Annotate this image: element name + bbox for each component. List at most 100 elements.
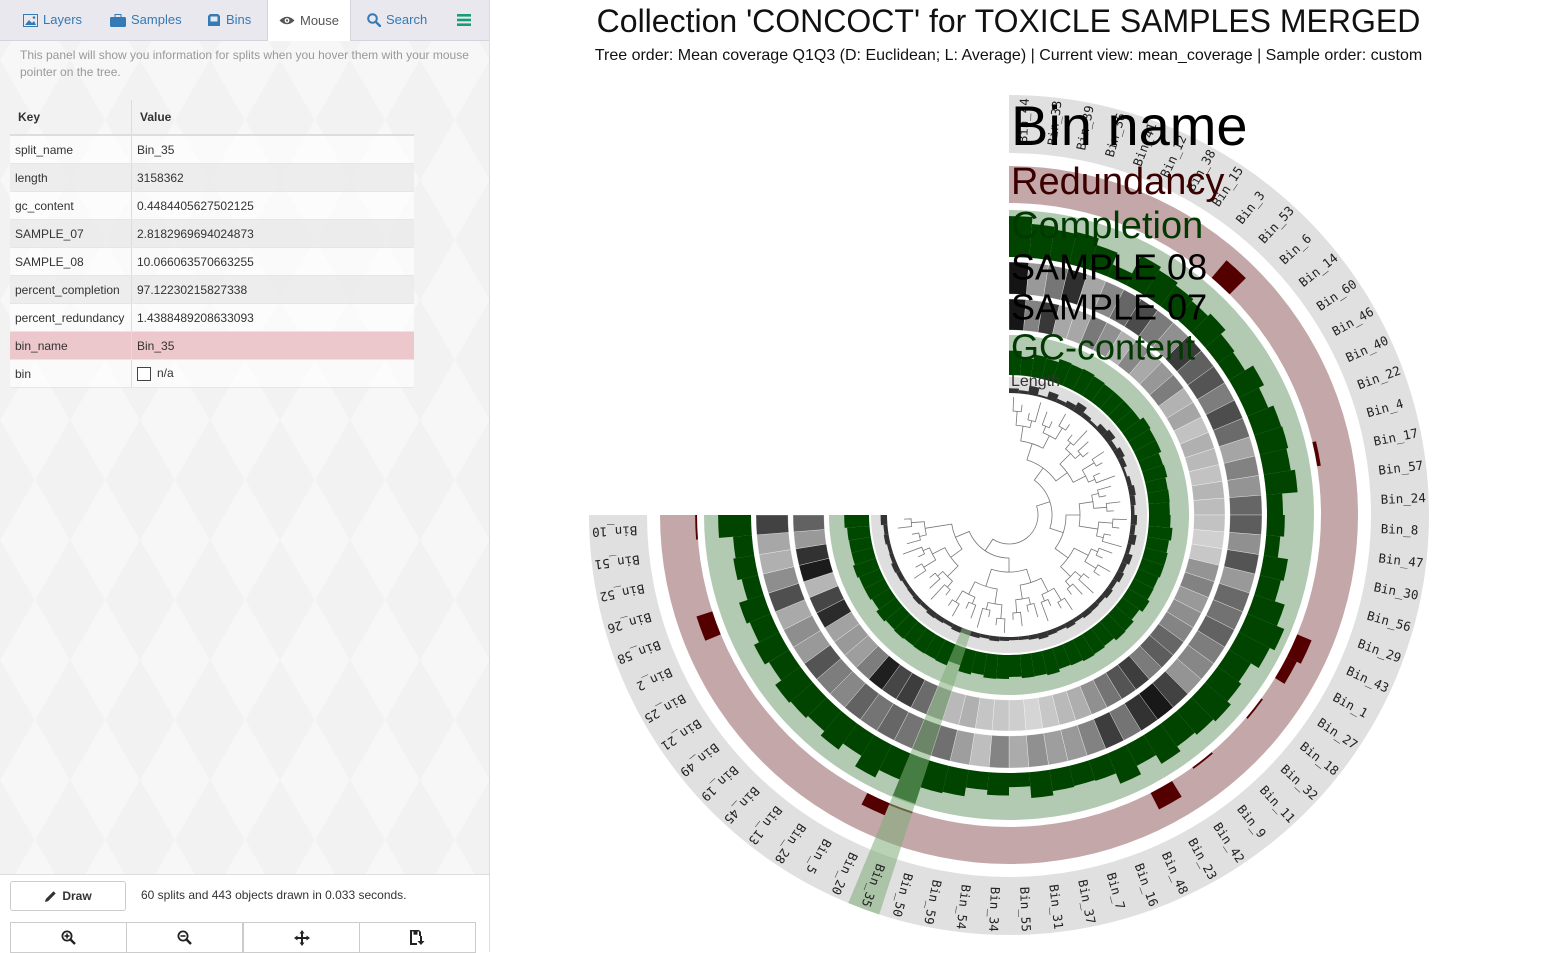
bin-label: Bin_55 xyxy=(1017,886,1034,932)
gc-content-bar xyxy=(1062,364,1084,391)
completion-bar xyxy=(1205,666,1242,702)
completion-bar xyxy=(1217,649,1252,682)
completion-bar xyxy=(1176,697,1214,735)
length-bar xyxy=(1107,578,1118,590)
length-bar xyxy=(1046,627,1058,636)
length-bar xyxy=(926,607,938,619)
tab-label: Mouse xyxy=(299,12,340,28)
completion-bar xyxy=(1254,575,1281,602)
completion-bar xyxy=(1107,744,1142,784)
row-key: gc_content xyxy=(10,191,132,220)
gc-content-bar xyxy=(1128,578,1154,600)
sample-08-cell xyxy=(1229,514,1263,536)
length-bar xyxy=(1028,385,1040,397)
completion-bar xyxy=(986,772,1009,796)
completion-bar xyxy=(1191,313,1226,348)
row-value: Bin_35 xyxy=(131,331,414,360)
completion-bar xyxy=(1266,515,1285,537)
tab-bar: Layers Samples Bins Mouse Search xyxy=(0,0,489,41)
gc-content-bar xyxy=(913,628,936,654)
completion-bar xyxy=(1259,555,1288,581)
row-value: 2.8182969694024873 xyxy=(131,219,414,248)
gc-content-bar xyxy=(1052,359,1072,386)
completion-bar xyxy=(1266,493,1283,515)
gc-content-bar xyxy=(1145,477,1168,494)
save-button[interactable] xyxy=(359,922,476,953)
length-bar xyxy=(912,594,923,605)
length-bar xyxy=(1129,495,1136,506)
draw-label: Draw xyxy=(62,889,92,903)
layer-title: Completion xyxy=(1011,205,1203,247)
tab-layers[interactable]: Layers xyxy=(23,0,82,40)
completion-bar xyxy=(1160,711,1195,747)
length-bar xyxy=(1037,394,1048,399)
draw-status: 60 splits and 443 objects drawn in 0.033… xyxy=(141,888,407,902)
length-bar xyxy=(1127,485,1136,496)
completion-bar xyxy=(1009,216,1033,258)
length-bar xyxy=(1064,400,1077,411)
sample-07-cell xyxy=(792,514,825,533)
gc-content-bar xyxy=(847,525,871,541)
length-bar xyxy=(934,613,946,624)
completion-bar xyxy=(1126,734,1157,766)
completion-bar xyxy=(1247,405,1282,436)
length-bar xyxy=(969,631,981,639)
completion-bar xyxy=(1029,224,1055,261)
gc-content-bar xyxy=(1072,368,1095,396)
length-bar xyxy=(1117,561,1127,573)
gc-content-bar xyxy=(1082,628,1105,655)
gc-content-bar xyxy=(1138,558,1165,578)
gc-content-bar xyxy=(1147,489,1170,505)
tab-mouse[interactable]: Mouse xyxy=(267,0,351,41)
completion-bar xyxy=(820,711,858,750)
picture-icon xyxy=(23,13,38,27)
gc-content-bar xyxy=(1082,376,1105,402)
tab-samples[interactable]: Samples xyxy=(110,0,182,40)
sample-08-cell xyxy=(988,735,1010,769)
completion-bar xyxy=(879,744,911,780)
gc-content-bar xyxy=(935,639,956,666)
circular-tree[interactable]: Bin_44 Bin_33 Bin_39 Bin_36 Bin_41Bin_12Bin_… xyxy=(491,0,1566,952)
gc-content-bar xyxy=(864,578,890,600)
completion-bar xyxy=(1238,387,1269,417)
draw-button[interactable]: Draw xyxy=(10,881,126,911)
tab-bins[interactable]: Bins xyxy=(207,0,251,40)
center-button[interactable] xyxy=(243,922,360,953)
tab-label: Search xyxy=(386,12,428,27)
layer-title: GC-content xyxy=(1011,327,1195,368)
length-bar xyxy=(1121,467,1128,478)
zoom-in-button[interactable] xyxy=(10,922,127,953)
tab-search[interactable]: Search xyxy=(367,0,427,40)
bin-label: Bin_34 xyxy=(986,886,1003,932)
completion-bar xyxy=(1205,334,1235,364)
gc-content-bar xyxy=(1122,417,1151,442)
length-bar xyxy=(1107,440,1118,452)
briefcase-icon xyxy=(110,13,126,27)
length-bar xyxy=(1121,552,1133,565)
completion-bar xyxy=(1009,772,1031,788)
completion-bar xyxy=(1049,229,1077,265)
length-bar xyxy=(889,552,897,564)
bin-checkbox[interactable] xyxy=(137,366,151,381)
gc-content-bar xyxy=(893,613,919,639)
length-bar xyxy=(891,561,901,573)
selected-bin-highlight xyxy=(848,627,972,915)
gc-content-bar xyxy=(1041,648,1060,676)
length-bar xyxy=(886,543,893,554)
zoom-out-button[interactable] xyxy=(126,922,243,953)
completion-bar xyxy=(1029,769,1054,798)
sample-07-cell xyxy=(1193,497,1226,516)
redundancy-bar xyxy=(1286,634,1312,664)
length-bar xyxy=(1130,515,1138,526)
table-row: bin n/a xyxy=(10,359,414,388)
gc-content-bar xyxy=(971,651,988,676)
completion-bar xyxy=(790,682,827,719)
layer-title: SAMPLE 08 xyxy=(1011,247,1207,288)
dendrogram xyxy=(897,397,1127,633)
length-bar xyxy=(1088,601,1099,612)
menu-button[interactable] xyxy=(457,0,471,40)
length-bar xyxy=(1009,636,1019,641)
bin-value: n/a xyxy=(157,366,174,381)
completion-bar xyxy=(768,649,801,681)
gc-content-bar xyxy=(1115,409,1141,433)
